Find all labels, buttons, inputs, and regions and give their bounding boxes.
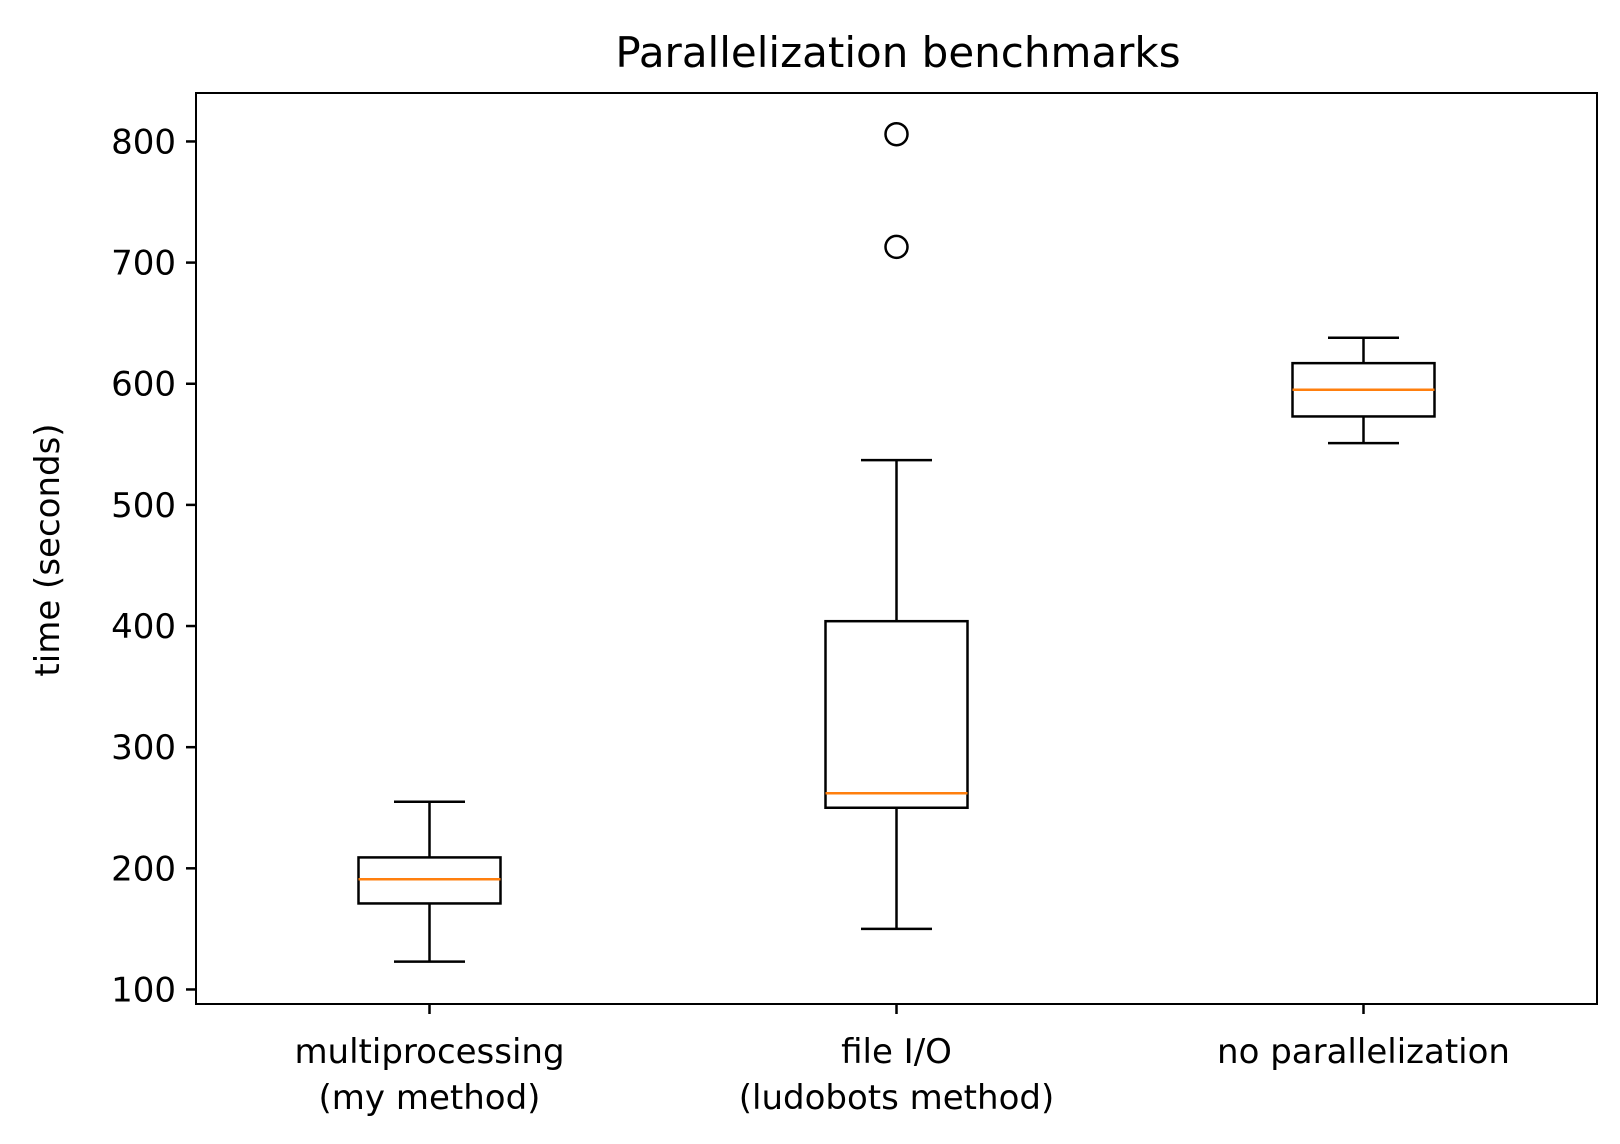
y-tick-label: 200 — [111, 849, 176, 889]
y-tick-label: 300 — [111, 728, 176, 768]
plot-marks: 100 200 300 400 500 600 700 800 multiprocessing (… — [111, 121, 1510, 1118]
y-tick-label: 600 — [111, 365, 176, 405]
y-tick-label: 400 — [111, 607, 176, 647]
y-tick-label: 500 — [111, 486, 176, 526]
x-tick-label: no parallelization — [1217, 1032, 1510, 1072]
plot-frame — [195, 92, 1598, 1005]
outlier-point — [884, 234, 909, 260]
x-tick-label: (my method) — [319, 1078, 541, 1118]
outlier-point — [884, 121, 909, 147]
y-tick-label: 100 — [111, 970, 176, 1010]
x-tick-label: file I/O — [841, 1032, 952, 1072]
y-tick-label: 700 — [111, 244, 176, 284]
y-axis-label: time (seconds) — [28, 423, 68, 676]
box — [824, 619, 969, 809]
chart-title: Parallelization benchmarks — [615, 28, 1180, 77]
x-tick-label: multiprocessing — [294, 1032, 564, 1072]
y-tick-label: 800 — [111, 122, 176, 162]
x-tick-label: (ludobots method) — [739, 1078, 1054, 1118]
